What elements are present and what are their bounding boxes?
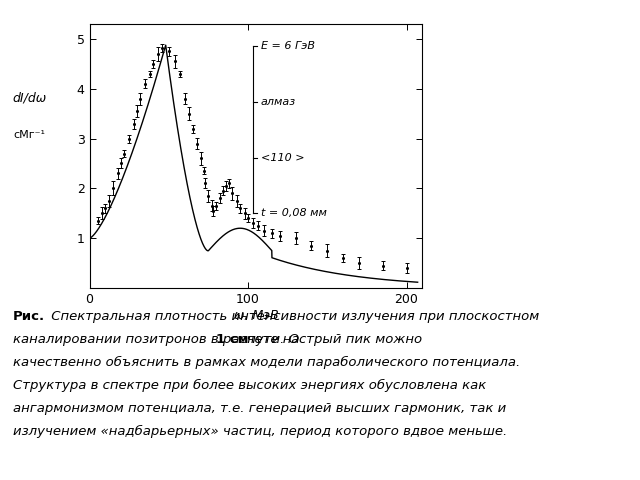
- Text: 1 см: 1 см: [216, 333, 249, 346]
- Text: пути. Острый пик можно: пути. Острый пик можно: [243, 333, 422, 346]
- X-axis label: ω, МэВ: ω, МэВ: [234, 309, 278, 322]
- Text: алмаз: алмаз: [260, 97, 296, 107]
- Text: сМг⁻¹: сМг⁻¹: [13, 130, 45, 140]
- Text: излучением «надбарьерных» частиц, период которого вдвое меньше.: излучением «надбарьерных» частиц, период…: [13, 425, 507, 438]
- Text: каналировании позитронов в расчете на: каналировании позитронов в расчете на: [13, 333, 303, 346]
- Text: E = 6 ГэВ: E = 6 ГэВ: [260, 41, 315, 51]
- Text: качественно объяснить в рамках модели параболического потенциала.: качественно объяснить в рамках модели па…: [13, 356, 520, 369]
- Text: Структура в спектре при более высоких энергиях обусловлена как: Структура в спектре при более высоких эн…: [13, 379, 486, 392]
- Text: Рис.: Рис.: [13, 310, 45, 323]
- Text: dI/dω: dI/dω: [13, 91, 47, 105]
- Text: t = 0,08 мм: t = 0,08 мм: [260, 208, 326, 218]
- Text: ангармонизмом потенциала, т.е. генерацией высших гармоник, так и: ангармонизмом потенциала, т.е. генерацие…: [13, 402, 506, 415]
- Text: Спектральная плотность интенсивности излучения при плоскостном: Спектральная плотность интенсивности изл…: [47, 310, 539, 323]
- Text: <110 >: <110 >: [260, 153, 305, 163]
